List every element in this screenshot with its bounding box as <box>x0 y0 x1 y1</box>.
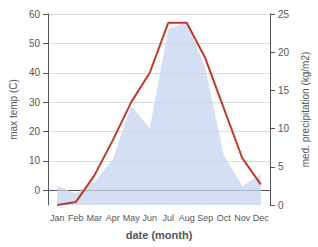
svg-text:60: 60 <box>29 9 41 20</box>
svg-text:max temp (C): max temp (C) <box>8 79 19 140</box>
svg-text:0: 0 <box>278 200 284 211</box>
svg-text:40: 40 <box>29 67 41 78</box>
svg-text:Apr: Apr <box>106 213 120 223</box>
svg-text:10: 10 <box>29 155 41 166</box>
svg-text:15: 15 <box>278 85 290 96</box>
svg-text:May: May <box>123 213 141 223</box>
svg-text:5: 5 <box>278 161 284 172</box>
svg-text:25: 25 <box>278 9 290 20</box>
svg-text:Mar: Mar <box>87 213 103 223</box>
svg-text:Feb: Feb <box>68 213 84 223</box>
svg-text:Jun: Jun <box>142 213 157 223</box>
svg-text:Dec: Dec <box>253 213 270 223</box>
svg-text:30: 30 <box>29 97 41 108</box>
svg-text:Jul: Jul <box>162 213 174 223</box>
svg-text:Oct: Oct <box>217 213 232 223</box>
svg-text:Sep: Sep <box>197 213 213 223</box>
svg-text:0: 0 <box>34 185 40 196</box>
svg-text:Jan: Jan <box>50 213 65 223</box>
svg-text:Aug: Aug <box>179 213 195 223</box>
svg-text:20: 20 <box>278 47 290 58</box>
svg-text:Nov: Nov <box>234 213 251 223</box>
svg-text:date (month): date (month) <box>126 229 193 241</box>
svg-text:20: 20 <box>29 126 41 137</box>
svg-text:50: 50 <box>29 38 41 49</box>
svg-text:10: 10 <box>278 123 290 134</box>
svg-text:med. precipitation (kg/m2): med. precipitation (kg/m2) <box>300 52 311 168</box>
